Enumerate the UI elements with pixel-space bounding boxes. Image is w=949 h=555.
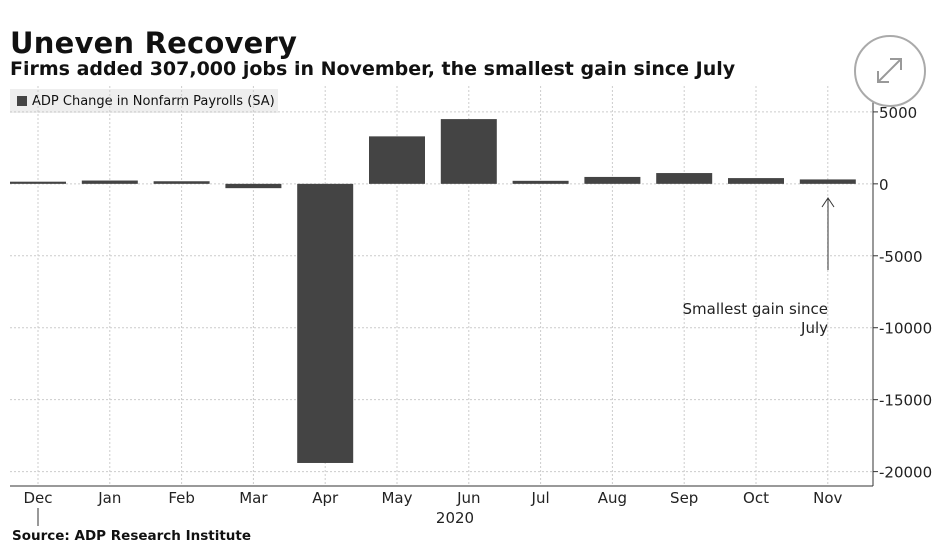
bar-dec bbox=[10, 181, 66, 184]
x-tick-label: Mar bbox=[239, 489, 268, 507]
expand-icon bbox=[877, 58, 902, 83]
x-tick-label: Dec bbox=[23, 489, 52, 507]
bar-oct bbox=[728, 178, 784, 184]
x-tick-label: Feb bbox=[168, 489, 195, 507]
bar-apr bbox=[297, 183, 354, 463]
chart-subtitle: Firms added 307,000 jobs in November, th… bbox=[10, 58, 736, 80]
y-tick-label: 0 bbox=[879, 176, 889, 194]
bar-jun bbox=[440, 119, 497, 184]
y-tick-label: 5000 bbox=[879, 104, 917, 122]
x-tick-label: Apr bbox=[312, 489, 339, 507]
annotation-line-2: July bbox=[800, 319, 828, 337]
expand-button[interactable] bbox=[854, 35, 926, 107]
y-tick-label: -20000 bbox=[879, 464, 932, 482]
x-tick-label: Jul bbox=[531, 489, 550, 507]
axes: 5000 0 -5000 -10000 -15000 -20000 Dec Jan Feb Mar… bbox=[10, 86, 932, 527]
bar-jan bbox=[81, 180, 138, 184]
x-tick-label: Jan bbox=[97, 489, 121, 507]
legend: ADP Change in Nonfarm Payrolls (SA) bbox=[10, 89, 278, 113]
x-tick-label: Sep bbox=[670, 489, 698, 507]
bar-jul bbox=[512, 180, 569, 184]
bar-nov bbox=[799, 179, 856, 184]
bar-aug bbox=[584, 176, 641, 184]
y-tick-label: -5000 bbox=[879, 248, 923, 266]
bar-feb bbox=[153, 181, 210, 184]
x-tick-label: Aug bbox=[598, 489, 627, 507]
bar-may bbox=[369, 136, 425, 184]
annotation: Smallest gain since July bbox=[683, 197, 835, 337]
bar-sep bbox=[656, 173, 713, 184]
legend-label: ADP Change in Nonfarm Payrolls (SA) bbox=[32, 93, 275, 109]
x-year-label: 2020 bbox=[436, 509, 474, 527]
x-tick-label: Jun bbox=[456, 489, 480, 507]
bar-mar bbox=[225, 183, 282, 189]
annotation-arrow-head bbox=[821, 197, 835, 208]
y-tick-label: -15000 bbox=[879, 392, 932, 410]
x-tick-label: Oct bbox=[743, 489, 769, 507]
x-tick-label: May bbox=[381, 489, 412, 507]
x-tick-label: Nov bbox=[813, 489, 842, 507]
chart-title: Uneven Recovery bbox=[10, 26, 298, 60]
source-note: Source: ADP Research Institute bbox=[12, 528, 252, 544]
legend-swatch bbox=[17, 96, 27, 106]
annotation-line-1: Smallest gain since bbox=[683, 300, 828, 318]
bars bbox=[10, 119, 856, 463]
y-tick-label: -10000 bbox=[879, 320, 932, 338]
